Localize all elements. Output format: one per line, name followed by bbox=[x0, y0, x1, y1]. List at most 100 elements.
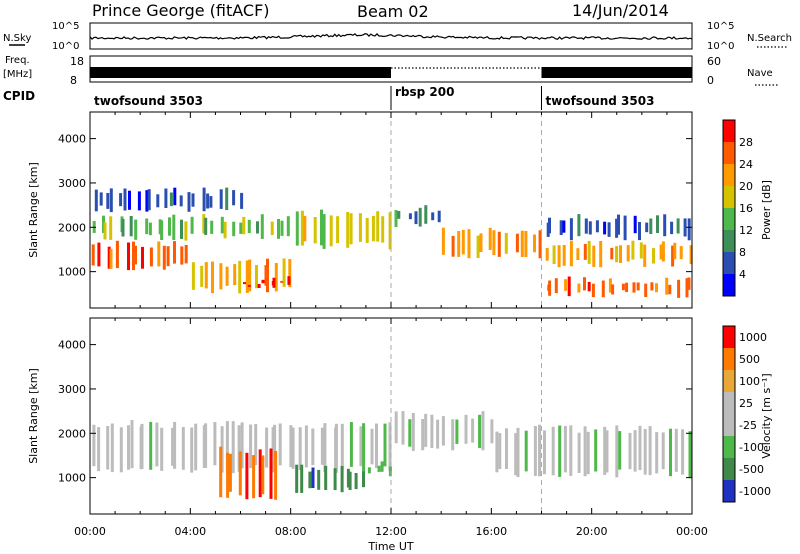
data-cell bbox=[320, 209, 323, 246]
data-cell bbox=[202, 187, 206, 212]
data-cell bbox=[370, 428, 374, 465]
data-cell bbox=[238, 260, 242, 294]
data-cell bbox=[524, 430, 528, 472]
data-cell bbox=[145, 218, 149, 235]
nsearch-label: N.Search bbox=[747, 33, 792, 44]
data-cell bbox=[206, 193, 210, 209]
data-cell bbox=[200, 265, 204, 287]
data-cell bbox=[388, 466, 392, 477]
data-cell bbox=[424, 413, 428, 447]
data-cell bbox=[591, 283, 595, 298]
data-cell bbox=[194, 423, 198, 471]
data-cell bbox=[687, 277, 691, 290]
data-cell bbox=[663, 214, 667, 237]
data-cell bbox=[681, 429, 685, 475]
data-cell bbox=[171, 427, 175, 466]
data-cell bbox=[354, 473, 358, 490]
data-cell bbox=[625, 282, 629, 293]
data-cell bbox=[237, 425, 241, 472]
data-cell bbox=[162, 245, 166, 270]
colorbar-frame bbox=[722, 119, 736, 297]
velocity-data bbox=[92, 318, 692, 514]
data-cell bbox=[119, 193, 123, 207]
data-cell bbox=[588, 221, 592, 235]
data-cell bbox=[408, 419, 412, 447]
data-cell bbox=[633, 430, 637, 472]
power-x-ticks bbox=[89, 112, 693, 308]
data-cell bbox=[411, 413, 415, 451]
data-cell bbox=[623, 215, 627, 241]
data-cell bbox=[650, 282, 654, 291]
y-tick-label: 3000 bbox=[58, 383, 86, 396]
y-tick-label: 2000 bbox=[58, 427, 86, 440]
data-cell bbox=[172, 214, 176, 240]
data-cell bbox=[240, 422, 244, 469]
data-cell bbox=[584, 218, 588, 234]
data-cell bbox=[567, 276, 571, 297]
data-cell bbox=[671, 245, 675, 267]
freq-panel: Freq. [MHz] 18 8 60 0 Nave bbox=[3, 55, 778, 87]
data-cell bbox=[103, 222, 107, 240]
data-cell bbox=[481, 411, 485, 451]
data-cell bbox=[371, 215, 375, 242]
data-cell bbox=[562, 245, 566, 266]
data-cell bbox=[631, 240, 635, 260]
data-cell bbox=[252, 455, 256, 499]
data-cell bbox=[608, 278, 612, 293]
data-cell bbox=[587, 281, 591, 292]
data-cell bbox=[180, 246, 184, 265]
data-cell bbox=[191, 193, 195, 207]
freq-left-tick-low: 8 bbox=[70, 74, 77, 87]
data-cell bbox=[245, 452, 249, 500]
data-cell bbox=[204, 217, 208, 235]
data-cell bbox=[110, 423, 114, 473]
data-cell bbox=[272, 277, 276, 288]
colorbar-tick-label: 100 bbox=[739, 375, 760, 388]
data-cell bbox=[607, 222, 611, 237]
velocity-colorbar-label: Velocity [m s⁻¹] bbox=[760, 373, 773, 458]
data-cell bbox=[367, 467, 371, 474]
data-cell bbox=[655, 283, 658, 293]
x-tick-label: 20:00 bbox=[576, 525, 608, 538]
data-cell bbox=[476, 235, 480, 258]
data-cell bbox=[173, 241, 176, 264]
data-cell bbox=[164, 188, 168, 208]
colorbar-tick-label: 500 bbox=[739, 353, 760, 366]
data-cell bbox=[155, 422, 159, 467]
data-cell bbox=[119, 427, 123, 473]
colorbar-swatch bbox=[723, 480, 735, 502]
data-cell bbox=[219, 189, 223, 209]
data-cell bbox=[569, 240, 573, 267]
data-cell bbox=[336, 216, 340, 244]
data-cell bbox=[238, 451, 242, 496]
data-cell bbox=[190, 427, 194, 473]
x-tick-label: 12:00 bbox=[375, 525, 407, 538]
data-cell bbox=[256, 221, 259, 234]
colorbar-tick-label: -500 bbox=[739, 463, 764, 476]
data-cell bbox=[121, 219, 125, 237]
colorbar-swatch bbox=[723, 252, 735, 274]
freq-left-tick-high: 18 bbox=[70, 55, 84, 68]
data-cell bbox=[514, 433, 518, 476]
x-tick-label: 00:00 bbox=[74, 525, 106, 538]
data-cell bbox=[673, 242, 677, 260]
data-cell bbox=[274, 263, 278, 292]
data-cell bbox=[669, 428, 672, 477]
data-cell bbox=[365, 217, 369, 243]
data-cell bbox=[401, 411, 405, 445]
data-cell bbox=[240, 192, 244, 209]
data-cell bbox=[668, 284, 672, 295]
data-cell bbox=[441, 416, 445, 446]
data-cell bbox=[619, 245, 622, 263]
data-cell bbox=[245, 260, 249, 293]
data-cell bbox=[617, 214, 620, 235]
data-cell bbox=[628, 432, 632, 470]
cpid-segment-label: rbsp 200 bbox=[395, 85, 454, 99]
data-cell bbox=[340, 423, 344, 470]
data-cell bbox=[679, 246, 683, 260]
data-cell bbox=[383, 423, 387, 467]
power-y-axis-label: Slant Range [km] bbox=[27, 162, 40, 258]
data-cell bbox=[586, 431, 590, 475]
data-cell bbox=[239, 222, 243, 234]
colorbar-tick-label: 25 bbox=[739, 397, 753, 410]
